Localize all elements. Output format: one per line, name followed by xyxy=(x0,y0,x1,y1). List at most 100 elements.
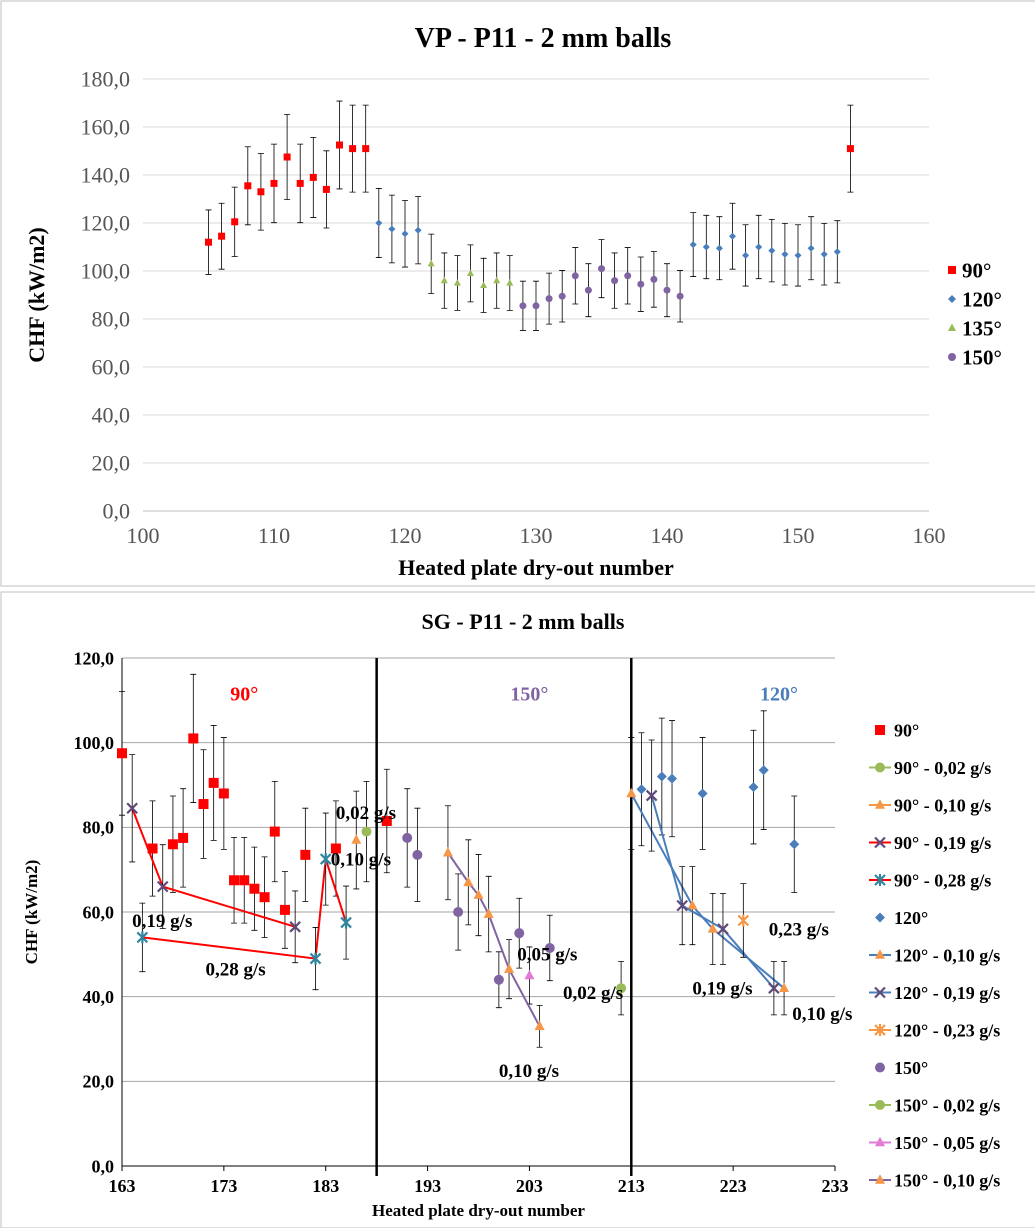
data-point xyxy=(534,1020,545,1031)
legend-item-120deg: 120° xyxy=(875,908,928,928)
data-point xyxy=(676,899,688,912)
data-point xyxy=(544,942,555,953)
legend-label: 90° - 0,19 g/s xyxy=(894,833,991,853)
data-point xyxy=(402,832,413,843)
x-tick-label: 233 xyxy=(822,1176,849,1196)
data-point xyxy=(758,765,769,776)
series-150deg-0-10-g-s xyxy=(442,805,545,1048)
data-point xyxy=(208,777,219,788)
legend-item-150deg: 150° xyxy=(948,345,1002,369)
data-point xyxy=(412,849,423,860)
x-tick-label: 173 xyxy=(210,1176,237,1196)
legend-marker xyxy=(948,266,956,274)
x-tick-label: 150 xyxy=(782,523,815,548)
data-point xyxy=(340,916,352,929)
legend: 90° 120° 135° 150° xyxy=(948,258,1002,369)
y-tick-label: 160,0 xyxy=(81,115,131,140)
data-point xyxy=(136,931,149,944)
legend-item-120deg-0-23-g-s: 120° - 0,23 g/s xyxy=(869,1020,1000,1040)
data-point xyxy=(361,826,372,837)
data-point xyxy=(524,969,535,980)
data-point xyxy=(514,928,525,939)
series-line xyxy=(650,795,775,989)
series-90deg-0-28-g-s xyxy=(136,812,352,991)
data-point xyxy=(493,276,501,284)
y-tick-label: 80,0 xyxy=(92,307,131,332)
data-point xyxy=(480,281,488,289)
data-point xyxy=(794,251,802,259)
legend-label: 150° - 0,02 g/s xyxy=(894,1095,1000,1115)
x-tick-label: 130 xyxy=(520,523,553,548)
flow-rate-annotation: 0,10 g/s xyxy=(499,1061,559,1082)
data-point xyxy=(427,259,435,267)
data-point xyxy=(779,982,790,992)
data-point xyxy=(616,983,627,994)
series-90deg xyxy=(205,100,854,275)
series-150deg xyxy=(519,239,684,331)
legend-item-90deg: 90° xyxy=(948,258,991,282)
x-tick-label: 183 xyxy=(312,1176,339,1196)
chart-title: SG - P11 - 2 mm balls xyxy=(422,609,625,634)
data-point xyxy=(156,880,169,893)
y-tick-label: 80,0 xyxy=(83,818,115,838)
legend-label: 120° - 0,23 g/s xyxy=(894,1020,1000,1040)
y-axis-label: CHF (kW/m2) xyxy=(24,227,49,362)
data-point xyxy=(624,272,632,280)
flow-rate-annotation: 0,10 g/s xyxy=(331,849,391,870)
series-120deg xyxy=(636,710,800,893)
data-point xyxy=(729,232,736,240)
data-point xyxy=(789,839,800,850)
legend-marker xyxy=(948,295,956,303)
region-label: 90° xyxy=(230,683,258,705)
x-tick-label: 193 xyxy=(414,1176,441,1196)
legend-label: 150° xyxy=(962,345,1002,369)
legend-item-120deg-0-10-g-s: 120° - 0,10 g/s xyxy=(869,945,1000,965)
legend-marker xyxy=(875,1062,885,1073)
legend-marker xyxy=(874,836,886,849)
legend-label: 120° - 0,10 g/s xyxy=(894,945,1000,965)
legend-item-150deg-0-02-g-s: 150° - 0,02 g/s xyxy=(869,1095,1000,1115)
data-point xyxy=(257,188,265,196)
data-point xyxy=(598,265,605,273)
data-point xyxy=(676,292,684,300)
data-point xyxy=(283,153,291,161)
legend-label: 120° - 0,19 g/s xyxy=(894,983,1000,1003)
chart-sg-p11: SG - P11 - 2 mm balls 0,0 20,0 40,0 60,0 80,0… xyxy=(0,591,1035,1228)
legend-label: 90° - 0,02 g/s xyxy=(894,758,991,778)
y-tick-label: 20,0 xyxy=(92,451,131,476)
data-point xyxy=(229,875,240,886)
data-point xyxy=(330,843,341,854)
series-line xyxy=(142,858,348,960)
series-120deg-0-19-g-s xyxy=(645,739,780,1016)
legend-marker xyxy=(875,725,885,735)
series-150deg xyxy=(402,788,555,1009)
data-point xyxy=(279,904,290,915)
y-tick-label: 40,0 xyxy=(83,987,115,1007)
legend-label: 150° - 0,10 g/s xyxy=(894,1170,1000,1190)
legend-label: 135° xyxy=(962,316,1002,340)
data-point xyxy=(218,232,226,240)
data-point xyxy=(117,748,127,759)
data-point xyxy=(742,251,750,259)
data-point xyxy=(715,244,723,252)
legend-label: 90° - 0,10 g/s xyxy=(894,795,991,815)
data-point xyxy=(571,272,579,280)
data-point xyxy=(388,225,396,233)
y-axis-label: CHF (kW/m2) xyxy=(22,860,41,965)
legend-label: 120° xyxy=(962,287,1002,311)
legend-label: 150° - 0,05 g/s xyxy=(894,1133,1000,1153)
data-point xyxy=(737,914,750,927)
legend-item-90deg-0-28-g-s: 90° - 0,28 g/s xyxy=(869,870,991,890)
data-point xyxy=(545,295,553,303)
flow-rate-annotation: 0,28 g/s xyxy=(206,960,266,981)
legend-label: 90° xyxy=(894,720,919,740)
data-point xyxy=(401,230,409,238)
legend-marker xyxy=(948,323,956,331)
data-point xyxy=(506,278,514,286)
data-point xyxy=(289,921,301,933)
data-point xyxy=(473,889,484,899)
data-point xyxy=(663,286,671,294)
data-point xyxy=(239,875,250,886)
data-point xyxy=(319,853,332,866)
data-point xyxy=(697,788,708,799)
